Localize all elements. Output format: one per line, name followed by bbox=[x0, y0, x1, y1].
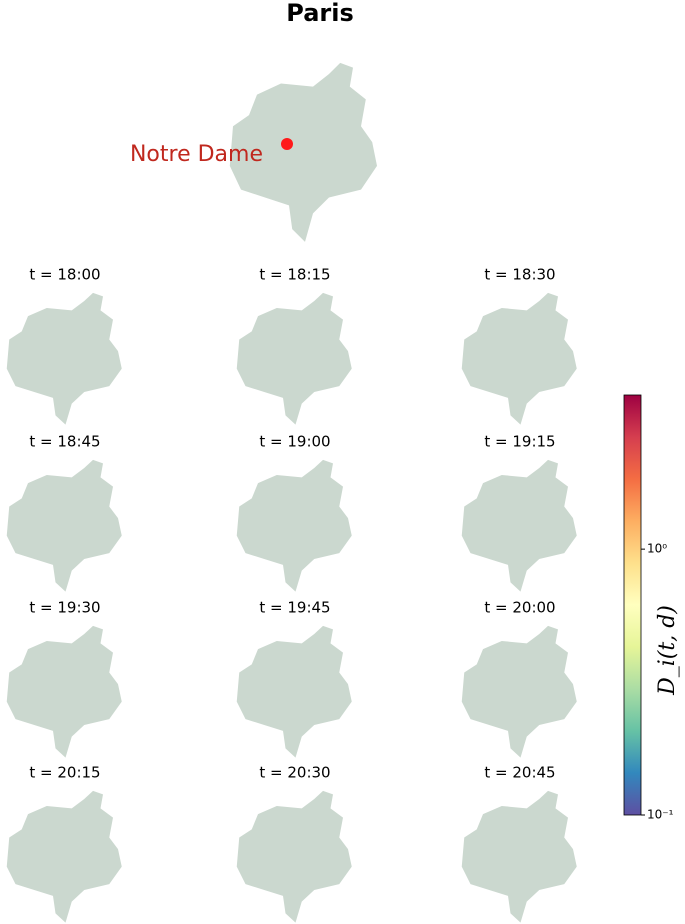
panel-map bbox=[461, 625, 577, 758]
panel-label: t = 20:45 bbox=[484, 764, 555, 782]
colorbar-ticks: 10⁰ 10⁻¹ bbox=[641, 542, 674, 822]
colorbar-label: D_i(t, d) bbox=[655, 605, 680, 696]
panel-map bbox=[236, 292, 352, 425]
panel-label: t = 20:00 bbox=[484, 599, 555, 617]
panel-map bbox=[236, 459, 352, 592]
colorbar-tick-label: 10⁻¹ bbox=[647, 808, 674, 822]
panel-map bbox=[236, 790, 352, 923]
panel-map bbox=[236, 625, 352, 758]
panel-map bbox=[6, 459, 122, 592]
panel-map bbox=[6, 790, 122, 923]
colorbar-tick-label: 10⁰ bbox=[647, 542, 667, 556]
panel-map bbox=[461, 790, 577, 923]
panel-label: t = 19:00 bbox=[259, 433, 330, 451]
panel-map bbox=[461, 292, 577, 425]
panel-label: t = 19:15 bbox=[484, 433, 555, 451]
panel-label: t = 18:00 bbox=[29, 266, 100, 284]
panel-label: t = 18:30 bbox=[484, 266, 555, 284]
panel-label: t = 20:30 bbox=[259, 764, 330, 782]
colorbar bbox=[623, 394, 642, 816]
panel-label: t = 19:30 bbox=[29, 599, 100, 617]
panel-map bbox=[461, 459, 577, 592]
panels: t = 18:00 t = 18:15 t = 18:30 t = 18:45 t = … bbox=[6, 266, 577, 923]
location-marker bbox=[281, 138, 293, 150]
location-label: Notre Dame bbox=[130, 142, 263, 167]
title: Paris bbox=[286, 0, 354, 27]
panel-label: t = 19:45 bbox=[259, 599, 330, 617]
panel-label: t = 18:15 bbox=[259, 266, 330, 284]
panel-map bbox=[6, 625, 122, 758]
panel-label: t = 18:45 bbox=[29, 433, 100, 451]
panel-map bbox=[6, 292, 122, 425]
panel-label: t = 20:15 bbox=[29, 764, 100, 782]
